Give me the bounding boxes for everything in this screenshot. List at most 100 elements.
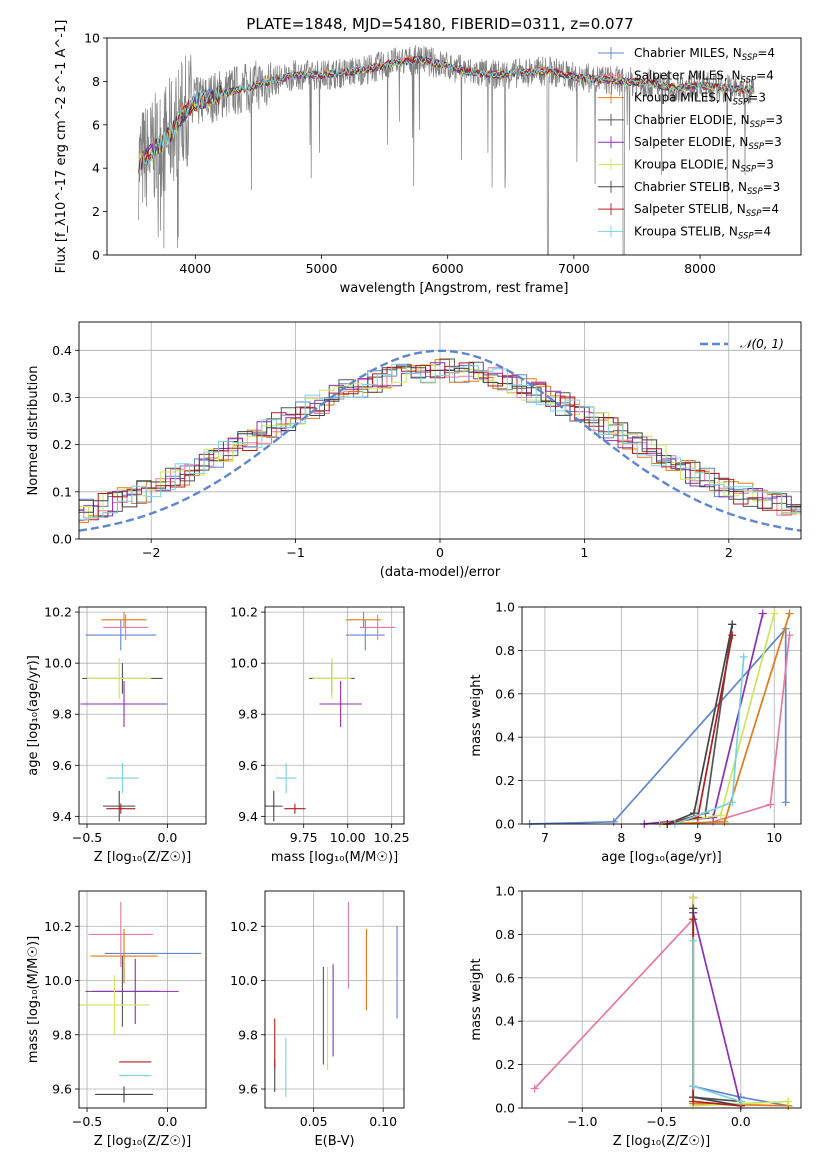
mass_vs_Z-axes: −0.5 0.0 9.6 9.8 10.0 10.2 Z [log₁₀(Z/Z☉)] mass… <box>26 891 206 1149</box>
x-tick-label: 10.25 <box>374 830 410 845</box>
x-tick-label: −0.5 <box>646 1114 676 1129</box>
y-tick-label: 0.4 <box>52 343 72 358</box>
massweight-line <box>529 626 787 825</box>
y-tick-label: 0 <box>92 248 100 263</box>
y-tick-label: 10.0 <box>230 656 258 671</box>
y-tick-label: 6 <box>92 117 100 132</box>
y-tick-label: 9.4 <box>238 809 258 824</box>
y-axis-label: mass weight <box>469 958 484 1040</box>
x-axis-label: E(B-V) <box>314 1134 354 1149</box>
residuals-frame <box>78 321 802 540</box>
errorbar-point <box>85 619 157 651</box>
massweight-marker <box>689 904 698 913</box>
y-tick-label: 9.8 <box>238 707 258 722</box>
y-tick-label: 10.0 <box>230 973 258 988</box>
y-tick-label: 9.6 <box>52 758 72 773</box>
residuals-axes: −2 −1 0 1 2 0.0 0.1 0.2 0.3 0.4 (data-model)/error… <box>26 322 801 580</box>
massweight-marker <box>784 1097 793 1106</box>
figure-title: PLATE=1848, MJD=54180, FIBERID=0311, z=0… <box>246 15 633 33</box>
spectrum-data-line <box>138 45 755 255</box>
y-tick-label: 0.2 <box>495 1057 515 1072</box>
massweight-marker <box>689 809 698 818</box>
legend-entry: Chabrier MILES, NSSP=4 <box>634 46 775 63</box>
spectrum-axes: 4000 5000 6000 7000 8000 0 2 4 6 8 10 wavelength [A… <box>54 20 716 296</box>
y-tick-label: 8 <box>92 74 100 89</box>
x-axis-label: Z [log₁₀(Z/Z☉)] <box>613 1134 710 1149</box>
normal-distribution-curve <box>78 349 802 532</box>
y-tick-label: 0.8 <box>495 927 515 942</box>
residual-histogram <box>79 363 801 521</box>
massweight-line <box>644 613 764 825</box>
massweight-marker <box>530 1084 539 1093</box>
y-tick-label: 0.2 <box>495 773 515 788</box>
age_vs_Z-frame <box>78 606 207 825</box>
y-tick-label: 0.2 <box>52 437 72 452</box>
x-tick-label: 9.75 <box>290 830 318 845</box>
massweight-series <box>530 915 698 1093</box>
massweight-line <box>692 908 741 1103</box>
y-tick-label: 0.4 <box>495 1014 515 1029</box>
errorbar-point <box>87 658 152 699</box>
x-tick-label: 0.0 <box>731 1114 751 1129</box>
y-tick-label: 10 <box>84 31 100 46</box>
x-tick-label: 0 <box>436 545 444 560</box>
errorbar-point <box>90 928 158 984</box>
y-tick-label: 9.6 <box>238 1082 258 1097</box>
massweight-marker <box>689 936 698 945</box>
y-tick-label: 0.3 <box>52 390 72 405</box>
errorbar-point <box>79 975 150 1035</box>
y-tick-label: 9.4 <box>52 809 72 824</box>
massweight-series <box>640 609 767 828</box>
y-tick-label: 4 <box>92 161 100 176</box>
y-tick-label: 10.0 <box>44 973 72 988</box>
age_vs_Z-axes: −0.5 0.0 9.4 9.6 9.8 10.0 10.2 Z [log₁₀(Z/Z☉)] a… <box>26 605 206 865</box>
x-tick-label: 7 <box>541 830 549 845</box>
x-tick-label: −0.5 <box>72 830 102 845</box>
massweight-marker <box>728 798 737 807</box>
age_vs_mass-frame <box>264 606 405 825</box>
y-tick-label: 9.6 <box>238 758 258 773</box>
massweight-marker <box>728 631 737 640</box>
y-tick-label: 10.0 <box>44 656 72 671</box>
massweight-marker <box>689 1097 698 1106</box>
age_vs_mass-axes: 9.75 10.00 10.25 9.4 9.6 9.8 10.0 10.2 mass [log… <box>230 605 409 865</box>
y-tick-label: 10.2 <box>44 919 72 934</box>
massweight-marker <box>689 1082 698 1091</box>
spectrum-model-line <box>138 55 754 174</box>
errorbar-point <box>345 619 385 651</box>
mass_vs_Z-frame <box>78 890 207 1109</box>
x-tick-label: 6000 <box>432 261 464 276</box>
errorbar-point <box>106 762 139 794</box>
errorbar-point <box>312 658 352 699</box>
y-axis-label: mass [log₁₀(M/M☉)] <box>26 936 41 1063</box>
x-tick-label: 9 <box>694 830 702 845</box>
x-axis-label: Z [log₁₀(Z/Z☉)] <box>94 1134 191 1149</box>
errorbar-point <box>360 614 396 641</box>
x-tick-label: 7000 <box>558 261 590 276</box>
massweight_vs_Z-axes: −1.0 −0.5 0.0 0.0 0.2 0.4 0.6 0.8 1.0 Z [log₁₀(Z/… <box>469 884 801 1149</box>
y-tick-label: 10.2 <box>230 919 258 934</box>
spectrum-frame <box>106 37 802 256</box>
massweight-marker <box>689 915 698 924</box>
massweight-marker <box>720 817 729 826</box>
y-tick-label: 0.4 <box>495 730 515 745</box>
y-tick-label: 0.6 <box>495 970 515 985</box>
errorbar-point <box>103 790 136 822</box>
x-tick-label: −0.5 <box>72 1114 102 1129</box>
massweight-marker <box>716 811 725 820</box>
residual-histogram <box>79 362 801 517</box>
y-tick-label: 0.8 <box>495 643 515 658</box>
normal-legend-label: 𝒩(0, 1) <box>740 337 784 351</box>
legend-entry: Salpeter STELIB, NSSP=4 <box>634 202 779 219</box>
y-tick-label: 0.0 <box>52 532 72 547</box>
massweight-marker <box>689 893 698 902</box>
y-tick-label: 9.8 <box>238 1027 258 1042</box>
massweight-marker <box>609 817 618 826</box>
massweight-series <box>663 631 737 828</box>
errorbar-point <box>106 803 136 814</box>
spectrum-model-line <box>138 55 754 174</box>
x-tick-label: −1.0 <box>567 1114 597 1129</box>
residual-histogram <box>79 364 801 518</box>
massweight_vs_age-frame <box>521 606 802 825</box>
y-tick-label: 0.0 <box>495 817 515 832</box>
